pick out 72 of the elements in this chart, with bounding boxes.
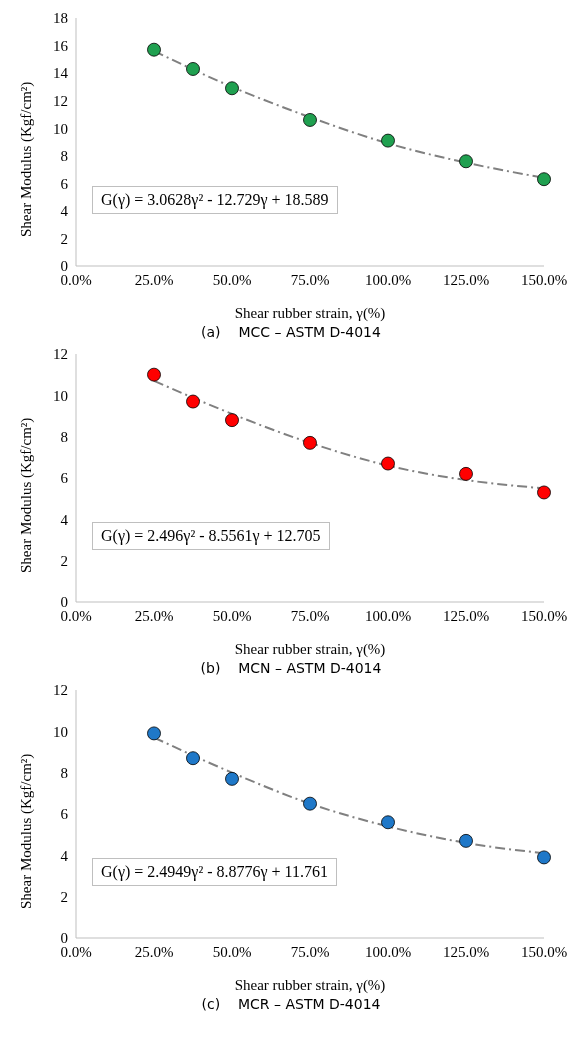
y-tick-label: 4	[60, 511, 69, 528]
text: (c) MCR – ASTM D-4014	[200, 996, 382, 1012]
y-tick-label: 8	[60, 764, 68, 781]
y-tick-label: 2	[60, 552, 68, 569]
point	[225, 771, 239, 786]
x-tick-label: 150.0%	[520, 943, 568, 960]
y-axis-title: Shear Modulus (Kgf/cm²)	[18, 81, 36, 237]
x-tick-label: 75.0%	[290, 607, 330, 624]
y-axis-title: Shear Modulus (Kgf/cm²)	[18, 753, 36, 909]
point	[303, 796, 317, 811]
y-tick-label: 6	[60, 470, 69, 487]
x-tick-label: 50.0%	[212, 271, 252, 288]
y-tick-label: 8	[60, 148, 68, 165]
point	[225, 81, 239, 96]
y-tick-label: 4	[60, 203, 69, 220]
y-tick-label: 2	[60, 230, 68, 247]
x-tick-label: 75.0%	[290, 943, 330, 960]
y-tick-label: 2	[60, 888, 68, 905]
point	[147, 726, 161, 741]
annotation: G(γ) = 3.0628γ² - 12.729γ + 18.589	[92, 186, 338, 214]
y-tick-label: 10	[53, 723, 68, 740]
x-axis-title: Shear rubber strain, γ(%)	[234, 305, 386, 322]
y-tick-label: 8	[60, 428, 68, 445]
text: (a) MCC – ASTM D-4014	[200, 324, 382, 340]
point	[381, 815, 395, 830]
y-tick-label: 12	[53, 346, 68, 363]
x-axis-title: Shear rubber strain, γ(%)	[234, 977, 386, 994]
annotation: G(γ) = 2.4949γ² - 8.8776γ + 11.761	[92, 858, 337, 886]
x-tick-label: 25.0%	[134, 607, 174, 624]
y-tick-label: 16	[53, 37, 69, 54]
point	[459, 833, 473, 848]
x-tick-label: 25.0%	[134, 271, 174, 288]
y-tick-label: 10	[53, 387, 68, 404]
x-tick-label: 75.0%	[290, 271, 330, 288]
y-tick-label: 12	[53, 682, 68, 699]
point	[459, 466, 473, 481]
y-tick-label: 4	[60, 847, 69, 864]
x-axis-title: Shear rubber strain, γ(%)	[234, 641, 386, 658]
x-tick-label: 100.0%	[364, 271, 412, 288]
x-tick-label: 150.0%	[520, 607, 568, 624]
point	[537, 850, 551, 865]
point	[186, 751, 200, 766]
x-tick-label: 100.0%	[364, 607, 412, 624]
point	[186, 394, 200, 409]
x-tick-label: 125.0%	[442, 607, 490, 624]
point	[147, 42, 161, 57]
y-tick-label: 6	[60, 175, 69, 192]
y-axis-title: Shear Modulus (Kgf/cm²)	[18, 417, 36, 573]
point	[303, 113, 317, 127]
point	[225, 413, 239, 428]
y-tick-label: 6	[60, 806, 69, 823]
point	[537, 172, 551, 187]
x-tick-label: 150.0%	[520, 271, 568, 288]
x-tick-label: 50.0%	[212, 607, 252, 624]
point	[186, 62, 200, 76]
x-tick-label: 125.0%	[442, 943, 490, 960]
point	[459, 154, 473, 169]
x-tick-label: 100.0%	[364, 943, 412, 960]
point	[381, 133, 395, 148]
point	[537, 485, 551, 500]
x-tick-label: 25.0%	[134, 943, 174, 960]
point	[303, 435, 317, 450]
point	[147, 367, 161, 382]
y-tick-label: 10	[53, 120, 68, 137]
x-tick-label: 125.0%	[442, 271, 490, 288]
point	[381, 456, 395, 471]
annotation: G(γ) = 2.496γ² - 8.5561γ + 12.705	[92, 522, 330, 550]
y-tick-label: 14	[53, 65, 69, 82]
y-tick-label: 12	[53, 92, 68, 109]
text: (b) MCN – ASTM D-4014	[199, 660, 383, 676]
x-tick-label: 50.0%	[212, 943, 252, 960]
y-tick-label: 18	[53, 10, 68, 27]
